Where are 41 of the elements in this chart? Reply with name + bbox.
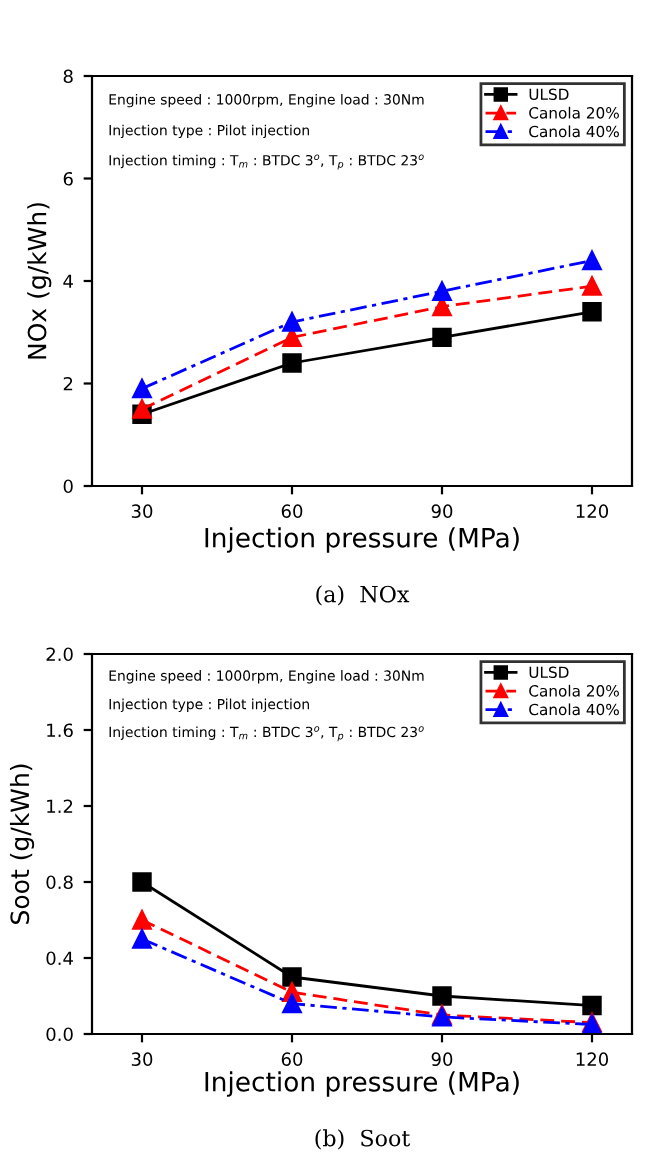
point <box>282 312 302 332</box>
x-tick-label: 120 <box>576 1052 609 1067</box>
y-axis-title: NOx (g/kWh) <box>27 203 52 359</box>
x-tick-label: 30 <box>131 1052 153 1067</box>
y-tick-label: 2 <box>63 376 73 391</box>
y-axis-title: Soot (g/kWh) <box>9 764 35 924</box>
point <box>282 993 302 1014</box>
point <box>132 929 152 949</box>
y-tick-label: 0.8 <box>46 875 73 890</box>
y-tick-label: 2.0 <box>46 647 73 662</box>
x-tick-label: 90 <box>431 504 453 519</box>
y-tick-label: 1.6 <box>47 723 73 738</box>
x-axis-title: Injection pressure (MPa) <box>205 527 519 553</box>
x-tick-label: 90 <box>431 1052 453 1067</box>
x-tick-label: 120 <box>576 504 609 519</box>
point <box>582 250 602 271</box>
x-tick-label: 60 <box>281 504 303 519</box>
point <box>282 353 302 373</box>
point <box>132 910 152 930</box>
y-tick-label: 0 <box>63 479 73 494</box>
point <box>432 281 452 301</box>
point <box>282 967 302 987</box>
point <box>132 399 152 419</box>
x-tick-label: 30 <box>131 504 153 519</box>
point <box>432 327 452 348</box>
text: (a) NOx <box>316 585 410 606</box>
y-tick-label: 4 <box>63 274 73 288</box>
point <box>582 302 602 322</box>
point <box>582 276 602 296</box>
point <box>132 378 152 399</box>
y-tick-label: 1.2 <box>47 799 73 813</box>
point <box>582 995 602 1016</box>
y-tick-label: 0.0 <box>46 1027 73 1042</box>
x-axis-title: Injection pressure (MPa) <box>205 1071 519 1097</box>
x-tick-label: 60 <box>281 1052 303 1067</box>
y-tick-label: 8 <box>63 69 73 84</box>
y-tick-label: 0.4 <box>46 951 73 966</box>
point <box>132 872 152 892</box>
text: (b) Soot <box>315 1129 411 1150</box>
y-tick-label: 6 <box>63 171 73 186</box>
point <box>432 986 452 1006</box>
